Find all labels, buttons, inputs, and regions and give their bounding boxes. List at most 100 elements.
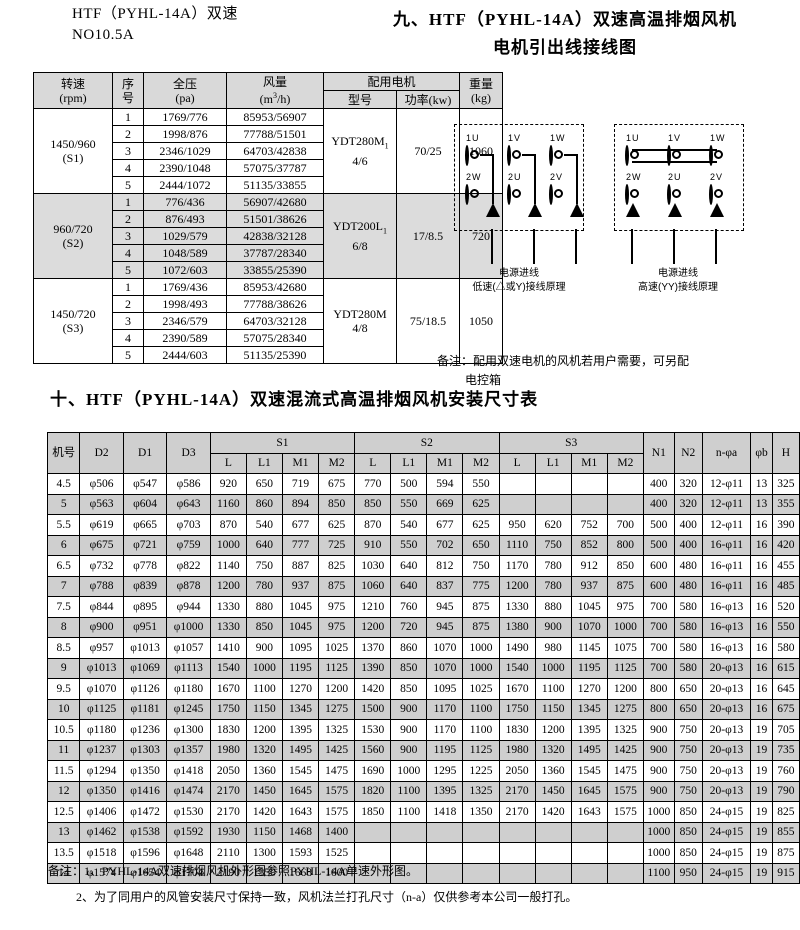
cell-phi-b: 19 bbox=[750, 760, 773, 782]
cell-h: 455 bbox=[771, 555, 800, 577]
cell-n-phi-a: 20-φ13 bbox=[701, 780, 752, 802]
cell-n-phi-a: 16-φ13 bbox=[701, 637, 752, 659]
cell-jihao: 7 bbox=[46, 575, 81, 597]
cell-phi-b: 16 bbox=[750, 596, 773, 618]
header-d2: D2 bbox=[79, 432, 124, 474]
cell-s2-m2 bbox=[462, 862, 500, 884]
caption-high-line1: 电源进线 bbox=[658, 268, 698, 279]
cell-s2-l1: 900 bbox=[390, 698, 428, 720]
cell-s2-l: 1030 bbox=[354, 555, 392, 577]
cell-s1-m1: 1668 bbox=[281, 862, 320, 884]
cell-n2: 480 bbox=[673, 575, 703, 597]
cell-s3-m2: 1075 bbox=[606, 637, 644, 659]
cell-no: 1 bbox=[112, 278, 144, 296]
cell-s2-m2: 1100 bbox=[462, 719, 500, 741]
cell-n-phi-a: 24-φ15 bbox=[701, 862, 752, 884]
cell-s2-m1 bbox=[426, 821, 464, 843]
cell-n1: 900 bbox=[642, 719, 675, 741]
cell-s2-l1: 550 bbox=[390, 493, 428, 515]
cell-s2-l: 1370 bbox=[354, 637, 392, 659]
cell-s2-m1: 1295 bbox=[426, 760, 464, 782]
table-row: 14 φ1574 φ1654 φ1704 2190 1350 1668 1600 1100 950… bbox=[46, 862, 800, 884]
cell-flow: 51135/25390 bbox=[226, 346, 324, 364]
caption-low-speed: 电源进线 低速(△或Y)接线原理 bbox=[448, 267, 590, 295]
caption-low-line1: 电源进线 bbox=[499, 268, 539, 279]
cell-s2-l: 1500 bbox=[354, 698, 392, 720]
cell-d1: φ1069 bbox=[122, 657, 168, 679]
cell-s3-m1: 1145 bbox=[570, 637, 608, 659]
cell-s2-m2: 775 bbox=[462, 575, 500, 597]
cell-s3-l1 bbox=[534, 821, 572, 843]
cell-d1: φ1472 bbox=[122, 801, 168, 823]
cell-n2: 320 bbox=[673, 473, 703, 495]
cell-s1-l: 1000 bbox=[209, 534, 247, 556]
cell-n1: 400 bbox=[642, 473, 675, 495]
cell-s1-m2: 875 bbox=[318, 575, 356, 597]
cell-s2-l1: 850 bbox=[390, 678, 428, 700]
cell-s2-l1 bbox=[390, 842, 428, 864]
supply-line3-high bbox=[715, 229, 717, 264]
cell-jihao: 12 bbox=[46, 780, 81, 802]
cell-motor-power: 75/18.5 bbox=[396, 278, 460, 364]
cell-s2-l1: 540 bbox=[390, 514, 428, 536]
header-d1: D1 bbox=[122, 432, 168, 474]
cell-n-phi-a: 20-φ13 bbox=[701, 760, 752, 782]
cell-s3-l1: 1150 bbox=[534, 698, 572, 720]
cell-s3-l: 1380 bbox=[498, 616, 536, 638]
cell-s2-l: 910 bbox=[354, 534, 392, 556]
table-row: 10 φ1125 φ1181 φ1245 1750 1150 1345 1275 1500 900… bbox=[46, 698, 800, 720]
fan-model-line1: HTF（PYHL-14A）双速 bbox=[72, 6, 238, 22]
cell-s1-l: 920 bbox=[209, 473, 247, 495]
cell-h: 735 bbox=[771, 739, 800, 761]
cell-s1-l: 1200 bbox=[209, 575, 247, 597]
header-s1-l: L bbox=[209, 452, 247, 474]
cell-d2: φ1070 bbox=[79, 678, 124, 700]
cell-s2-m2: 1000 bbox=[462, 657, 500, 679]
header-n-phi-a: n-φa bbox=[701, 432, 752, 474]
dimension-table: 机号 D2 D1 D3 S1 S2 S3 N1 N2 n-φa φb H L L1… bbox=[46, 432, 800, 884]
cell-s3-m2: 1200 bbox=[606, 678, 644, 700]
cell-motor-power: 17/8.5 bbox=[396, 193, 460, 279]
cell-s1-l: 1540 bbox=[209, 657, 247, 679]
cell-d1: φ839 bbox=[122, 575, 168, 597]
header-pressure: 全压 (pa) bbox=[143, 72, 227, 109]
cell-s3-m2 bbox=[606, 842, 644, 864]
cell-phi-b: 16 bbox=[750, 657, 773, 679]
cell-phi-b: 16 bbox=[750, 514, 773, 536]
footer-note-1: 备注：1、PYHL-14A双速排烟风机外形图参照PYHL-14A单速外形图。 bbox=[48, 864, 418, 878]
cell-s3-l: 2170 bbox=[498, 801, 536, 823]
cell-s2-m1: 945 bbox=[426, 616, 464, 638]
cell-pa: 1072/603 bbox=[143, 261, 227, 279]
cell-n1: 500 bbox=[642, 534, 675, 556]
cell-s2-l: 1420 bbox=[354, 678, 392, 700]
cell-s2-l1: 640 bbox=[390, 555, 428, 577]
cell-h: 705 bbox=[771, 719, 800, 741]
cell-s2-m1: 1395 bbox=[426, 780, 464, 802]
cell-s2-l: 1210 bbox=[354, 596, 392, 618]
cell-d3: φ1704 bbox=[166, 862, 211, 884]
table-row: 5 1072/603 33855/25390 bbox=[34, 261, 503, 279]
cell-s3-m2: 700 bbox=[606, 514, 644, 536]
cell-phi-b: 19 bbox=[750, 719, 773, 741]
cell-phi-b: 19 bbox=[750, 842, 773, 864]
cell-pa: 2346/579 bbox=[143, 312, 227, 330]
cell-rpm: 1450/720 (S3) bbox=[33, 278, 113, 364]
cell-s3-l: 1110 bbox=[498, 534, 536, 556]
cell-pa: 1998/493 bbox=[143, 295, 227, 313]
cell-s2-m1 bbox=[426, 862, 464, 884]
cell-d2: φ788 bbox=[79, 575, 124, 597]
cell-no: 5 bbox=[112, 346, 144, 364]
cell-s1-l1: 750 bbox=[245, 555, 283, 577]
fan-model-label: HTF（PYHL-14A）双速 NO10.5A bbox=[72, 4, 238, 46]
cell-jihao: 14 bbox=[46, 862, 81, 884]
cell-n2: 580 bbox=[673, 637, 703, 659]
cell-n1: 700 bbox=[642, 596, 675, 618]
cell-s3-l bbox=[498, 862, 536, 884]
table-row: 960/720 (S2) 1 776/436 56907/42680 YDT200L1 6/… bbox=[33, 193, 503, 279]
cell-d3: φ1357 bbox=[166, 739, 211, 761]
cell-n-phi-a: 16-φ11 bbox=[701, 534, 752, 556]
table-row: 7 φ788 φ839 φ878 1200 780 937 875 1060 640 837 775 1… bbox=[46, 575, 800, 597]
cell-s3-l: 1830 bbox=[498, 719, 536, 741]
cell-n1: 500 bbox=[642, 514, 675, 536]
cell-s3-l1: 880 bbox=[534, 596, 572, 618]
